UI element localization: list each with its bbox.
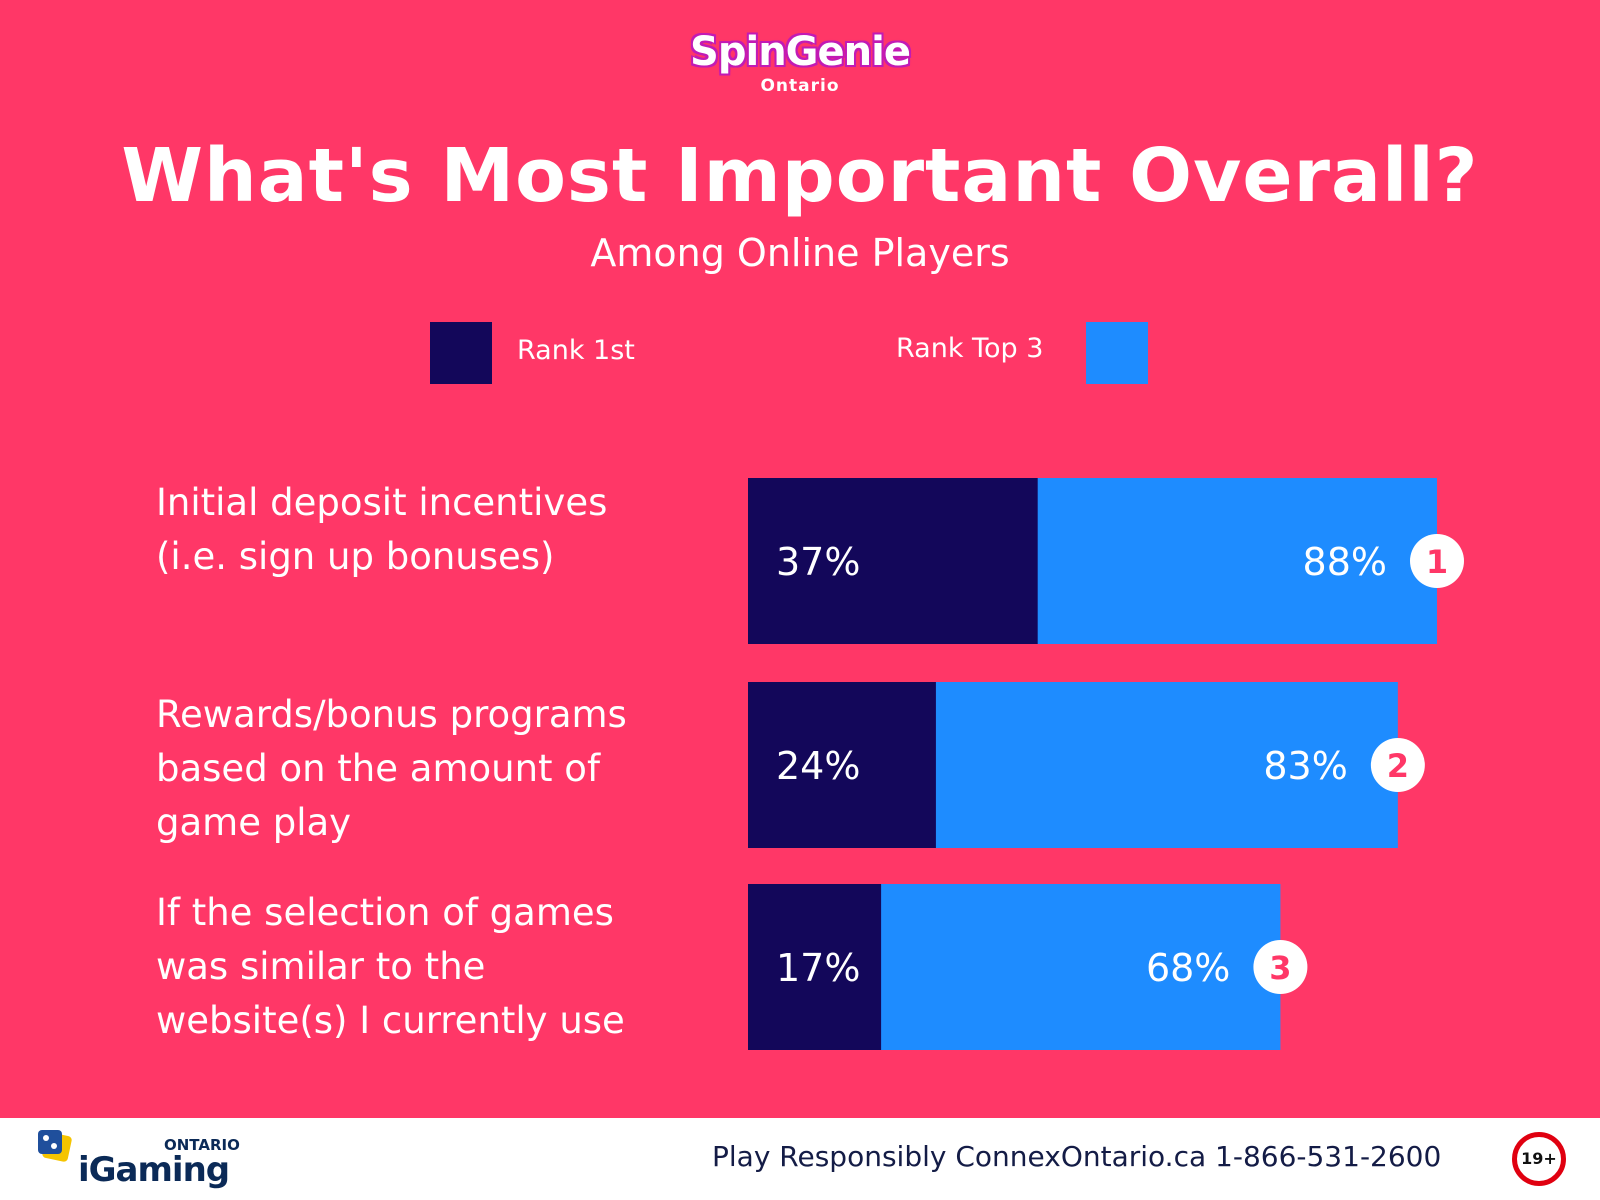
category-label-3: If the selection of games was similar to… — [156, 891, 625, 1042]
legend-swatch-rank-top-3 — [1086, 322, 1148, 384]
category-label-1: Initial deposit incentives (i.e. sign up… — [156, 481, 608, 578]
data-label-rank-top3-3: 68% — [1146, 946, 1230, 990]
legend-swatch-rank-1st — [430, 322, 492, 384]
footer-logo-region: ONTARIO — [164, 1136, 240, 1154]
age-restriction-badge: 19+ — [1512, 1132, 1566, 1186]
data-label-rank-1st-2: 24% — [776, 744, 860, 788]
bar-rank-1st-3 — [748, 884, 882, 1050]
data-label-rank-top3-1: 88% — [1303, 540, 1387, 584]
category-label-2: Rewards/bonus programs based on the amou… — [156, 693, 627, 844]
logo-region: Ontario — [760, 76, 840, 96]
dice-icon — [38, 1130, 72, 1162]
rank-badge-1 — [1410, 534, 1464, 588]
igaming-ontario-logo: ONTARIO iGaming — [36, 1128, 256, 1192]
legend-label-rank-top-3: Rank Top 3 — [896, 333, 1044, 364]
responsible-gaming-text: Play Responsibly ConnexOntario.ca 1-866-… — [712, 1140, 1442, 1173]
footer-logo-brand: iGaming — [78, 1150, 230, 1190]
data-label-rank-1st-3: 17% — [776, 946, 860, 990]
rank-badge-label-2: 2 — [1387, 747, 1409, 785]
data-label-rank-top3-2: 83% — [1263, 744, 1347, 788]
rank-badge-2 — [1370, 738, 1425, 792]
legend-label-rank-1st: Rank 1st — [517, 335, 635, 366]
data-label-rank-1st-1: 37% — [776, 540, 860, 584]
chart-title: What's Most Important Overall? — [121, 133, 1479, 219]
footer: ONTARIO iGaming Play Responsibly ConnexO… — [0, 1118, 1600, 1200]
bar-rank-1st-1 — [748, 478, 1038, 644]
chart-subtitle: Among Online Players — [590, 231, 1010, 275]
bar-rank-1st-2 — [748, 682, 936, 848]
rank-badge-label-3: 3 — [1269, 949, 1291, 987]
spingenie-logo: SpinGenie Ontario — [650, 28, 950, 100]
rank-badge-3 — [1253, 940, 1308, 994]
rank-badge-label-1: 1 — [1426, 543, 1448, 581]
logo-brand: SpinGenie — [690, 29, 911, 75]
